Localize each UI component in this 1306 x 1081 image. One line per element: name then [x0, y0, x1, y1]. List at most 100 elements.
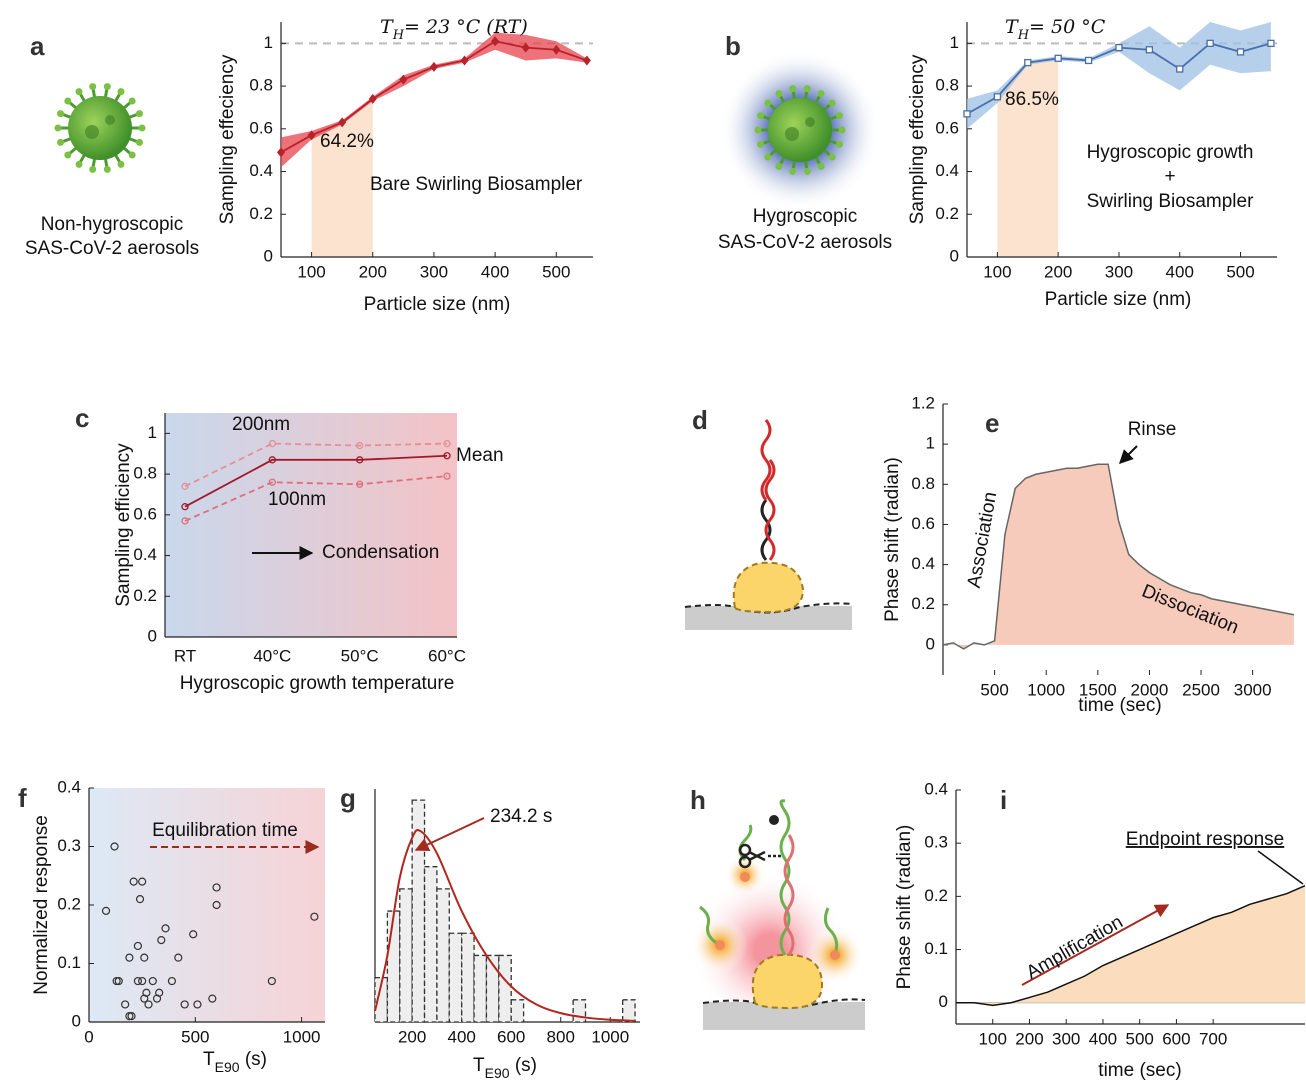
area	[956, 885, 1305, 1006]
marker	[582, 55, 591, 66]
marker	[521, 42, 530, 53]
point	[144, 1000, 153, 1009]
line	[184, 454, 448, 508]
diagram-h: h	[690, 785, 866, 1030]
caption: Non-hygroscopic	[41, 214, 184, 235]
title-part: T	[1005, 16, 1019, 38]
spike-head	[835, 140, 843, 148]
chart-b: 0 0.2 0.4 0.6 0.8 1 100 200 300 400 500 b TH= 50 °C S…	[718, 16, 1277, 310]
x-label-part: (s)	[510, 1055, 537, 1076]
diagram-d: d	[684, 405, 853, 630]
spike-head	[764, 99, 772, 107]
marker	[963, 110, 971, 118]
marker	[1236, 48, 1245, 56]
marker	[356, 480, 364, 488]
y-tick-label: 0.1	[924, 939, 948, 958]
spike-head	[138, 124, 146, 132]
caption: SAS-CoV-2 aerosols	[25, 238, 199, 259]
x-tick-label: 1000	[1027, 680, 1065, 699]
point	[129, 877, 138, 886]
point	[133, 941, 143, 951]
x-tick-label: 700	[1199, 1029, 1227, 1048]
x-tick-label: 500	[980, 680, 1008, 699]
annotation: Swirling Biosampler	[1087, 191, 1255, 212]
x-label-part: T	[203, 1049, 215, 1070]
spike-head	[789, 167, 797, 175]
x-tick-label: 100	[297, 262, 325, 281]
y-tick-label: 0.4	[249, 161, 273, 180]
marker	[1206, 39, 1214, 48]
y-tick-label: 0.6	[133, 504, 157, 523]
y-tick-label: 0.8	[133, 464, 157, 483]
x-tick-label: 500	[542, 262, 570, 281]
bar	[485, 954, 500, 1023]
x-tick-label: 400	[1166, 262, 1194, 281]
series-label: 100nm	[268, 489, 326, 510]
particle	[751, 953, 824, 1010]
chart-title: TH= 50 °C	[1005, 16, 1106, 43]
bar	[498, 954, 512, 1023]
x-tick-label: 800	[547, 1027, 575, 1046]
x-tick-label: 400	[1089, 1029, 1117, 1048]
x-tick-label: 300	[1052, 1029, 1080, 1048]
spike-head	[54, 124, 62, 132]
marker	[1267, 39, 1275, 48]
reporter	[830, 950, 840, 960]
x-tick-label: 40°C	[253, 646, 291, 665]
x-label-part: T	[473, 1055, 485, 1076]
spike-head	[828, 153, 836, 161]
point	[133, 976, 143, 986]
x-axis-label: time (sec)	[1098, 1060, 1181, 1081]
y-tick-label: 0	[939, 992, 948, 1011]
strand	[764, 459, 776, 561]
chart-c: 0 0.2 0.4 0.6 0.8 1 RT 40°C 50°C 60°C 200nm Mean 100…	[75, 403, 504, 694]
x-tick-label: 100	[979, 1029, 1007, 1048]
y-tick-label: 0.6	[935, 118, 959, 137]
spike-head	[75, 160, 83, 168]
panel-label: f	[18, 783, 27, 813]
spike-head	[128, 151, 136, 159]
annotation: 86.5%	[1005, 89, 1059, 110]
x-label-part: E90	[215, 1059, 240, 1075]
marker	[356, 441, 364, 450]
y-tick-label: 1	[950, 33, 959, 52]
marker	[338, 117, 347, 128]
spike-head	[64, 97, 72, 105]
x-tick-label: 200	[398, 1027, 426, 1046]
x-label-part: E90	[485, 1065, 510, 1081]
annotation: Endpoint response	[1126, 829, 1284, 850]
y-tick-label: 1	[148, 423, 157, 442]
spike-head	[89, 83, 97, 91]
x-tick-label: 2500	[1182, 680, 1220, 699]
y-tick-label: 1	[264, 33, 273, 52]
y-tick-label: 0	[926, 634, 935, 653]
point	[114, 976, 123, 986]
virus-spot	[805, 117, 815, 127]
point	[212, 883, 221, 892]
y-tick-label: 0.4	[911, 554, 935, 573]
bar	[461, 932, 475, 1023]
spike-head	[75, 88, 83, 96]
cap	[769, 815, 779, 825]
annotation: Condensation	[322, 542, 439, 563]
point	[193, 1000, 202, 1009]
panel-label: d	[692, 405, 708, 435]
point	[161, 924, 170, 933]
spike-head	[103, 83, 111, 91]
x-tick-label: 3000	[1234, 680, 1272, 699]
fragment	[823, 907, 839, 956]
x-tick-label: 1500	[1079, 680, 1117, 699]
x-tick-label: 500	[1125, 1029, 1153, 1048]
marker	[307, 130, 316, 141]
marker	[1054, 54, 1062, 62]
chart-i: 0 0.1 0.2 0.3 0.4 100 200 300 400 500 600 700 i Phase…	[894, 779, 1306, 1081]
spike-head	[764, 153, 772, 161]
y-axis-label: Sampling effeciency	[907, 54, 928, 224]
bar	[510, 999, 525, 1023]
marker	[181, 482, 189, 490]
y-tick-label: 0.4	[57, 777, 81, 796]
strand	[783, 834, 795, 956]
virus-spot	[785, 127, 799, 141]
